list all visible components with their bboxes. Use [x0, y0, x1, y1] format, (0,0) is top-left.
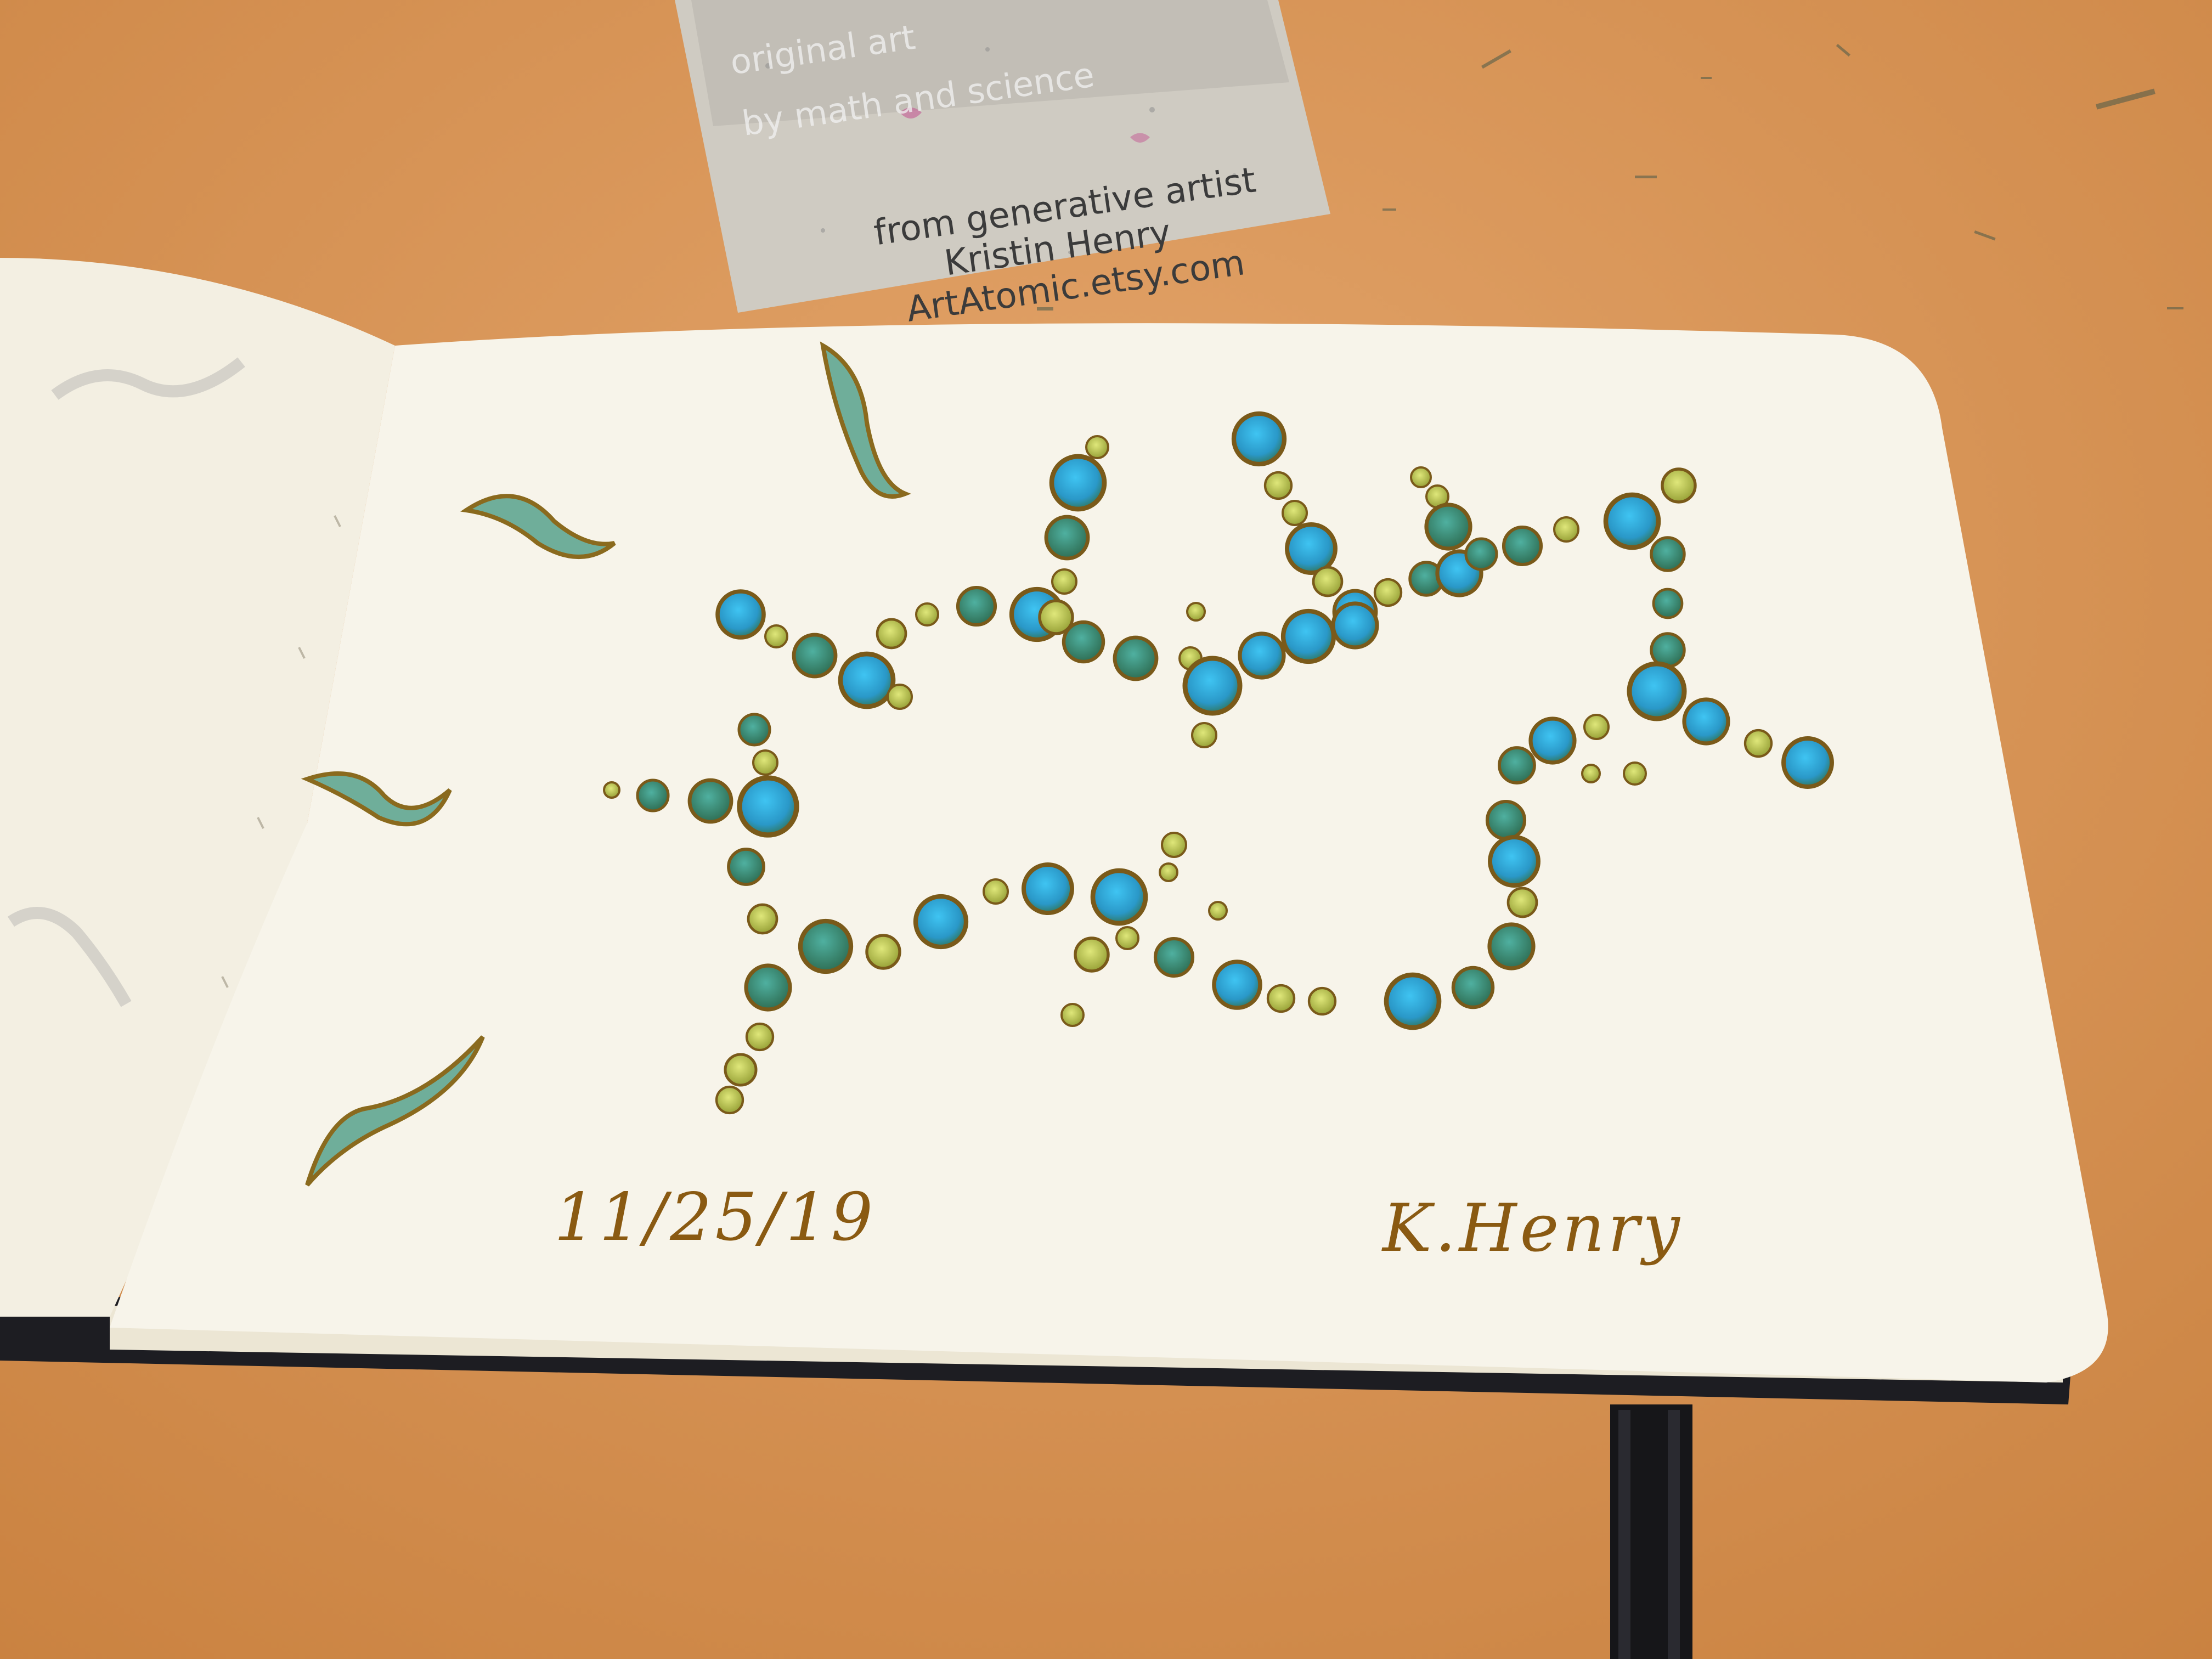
ink-dot: [1090, 868, 1148, 926]
ink-dot: [1682, 697, 1730, 746]
ink-dot: [838, 651, 896, 709]
binding-stitches: [221, 515, 341, 988]
ink-dot: [887, 684, 913, 710]
ink-dot: [915, 602, 939, 627]
ink-dot: [1464, 537, 1498, 571]
ink-dot: [1307, 986, 1337, 1016]
ink-dot: [1498, 746, 1536, 785]
ink-dot: [1451, 966, 1495, 1009]
artist-signature: K.Henry: [1383, 1190, 1683, 1267]
ink-dot: [727, 848, 765, 886]
ink-dot: [1074, 936, 1110, 973]
ink-dot: [1285, 522, 1338, 575]
ink-dot: [1384, 972, 1442, 1030]
ink-dot: [1661, 467, 1697, 504]
ink-dot: [1373, 578, 1403, 607]
ink-dot: [1161, 832, 1187, 858]
ink-dot: [1051, 568, 1077, 595]
ink-dot: [1488, 835, 1541, 888]
ink-dot: [715, 1085, 744, 1115]
ink-dot: [1212, 960, 1262, 1010]
squiggle-3: [301, 771, 452, 827]
ink-dot: [1282, 500, 1308, 526]
business-card: [675, 0, 1330, 313]
ink-dot: [764, 624, 788, 648]
ink-dot: [1113, 635, 1159, 681]
ink-dot: [1652, 588, 1684, 619]
pencil-squiggle-left-page: [7, 357, 245, 1007]
ink-dot: [1238, 631, 1286, 680]
ink-dot: [1627, 661, 1687, 721]
ink-dot: [1603, 492, 1661, 550]
ink-dot: [1044, 515, 1090, 561]
ink-dot: [1231, 411, 1287, 467]
ink-dot: [956, 585, 997, 627]
ink-dot: [1506, 887, 1538, 918]
green-squiggles: [301, 341, 911, 1187]
ink-dot: [1085, 435, 1109, 459]
squiggle-2: [460, 494, 616, 559]
ink-dot: [687, 778, 733, 824]
ink-dot: [1263, 471, 1293, 500]
ink-dot: [636, 778, 670, 812]
ink-dot: [798, 918, 854, 974]
ink-dot: [752, 749, 778, 776]
ink-dot: [1331, 601, 1379, 650]
ink-dot: [1487, 922, 1536, 970]
ink-dot: [1159, 862, 1178, 882]
ink-dot: [715, 589, 766, 640]
ink-dot: [1581, 764, 1601, 783]
ink-dot: [876, 618, 907, 650]
squiggle-4: [305, 1035, 485, 1187]
ink-dot: [1022, 862, 1074, 915]
ink-dot: [792, 633, 838, 679]
ink-dot: [983, 878, 1009, 905]
ink-dot: [1182, 656, 1243, 716]
ink-dot: [1650, 536, 1686, 572]
ink-dot: [1312, 566, 1344, 597]
ink-dot: [1410, 466, 1432, 488]
ink-dot: [1191, 722, 1217, 748]
ink-dot: [747, 903, 778, 935]
ink-dot: [1583, 714, 1610, 740]
ink-dot: [1623, 761, 1647, 786]
ink-dot: [1186, 602, 1206, 622]
right-page: [110, 323, 2108, 1383]
ink-dot: [1781, 736, 1834, 789]
ink-dot: [1060, 1003, 1085, 1027]
squiggle-1: [820, 341, 911, 499]
ink-dot: [744, 963, 792, 1012]
ink-dot: [1038, 599, 1074, 635]
ink-dot: [865, 934, 901, 970]
ink-dot: [1424, 503, 1472, 551]
ink-dot: [1528, 716, 1577, 765]
ink-dot: [737, 713, 771, 747]
ink-dot: [1062, 620, 1105, 664]
ink-dot: [1153, 936, 1195, 978]
ink-dot: [745, 1022, 775, 1052]
ink-dot: [1208, 901, 1228, 921]
ink-dot: [1049, 454, 1107, 512]
ink-dot: [913, 894, 969, 950]
ink-dot: [1502, 525, 1543, 567]
ink-dot: [1485, 799, 1527, 841]
ink-dot: [1280, 608, 1336, 664]
dot-pattern: [603, 411, 1834, 1115]
left-page: [0, 258, 395, 1317]
ink-dot: [1553, 516, 1579, 543]
ink-dot: [724, 1053, 758, 1087]
ink-dot: [1115, 926, 1139, 950]
artwork-date: 11/25/19: [554, 1180, 876, 1256]
ink-dot: [1743, 729, 1773, 758]
ink-dot: [603, 781, 620, 799]
paint-specks: [1037, 44, 2183, 311]
ink-dot: [1266, 984, 1296, 1013]
ink-dot: [737, 775, 799, 838]
